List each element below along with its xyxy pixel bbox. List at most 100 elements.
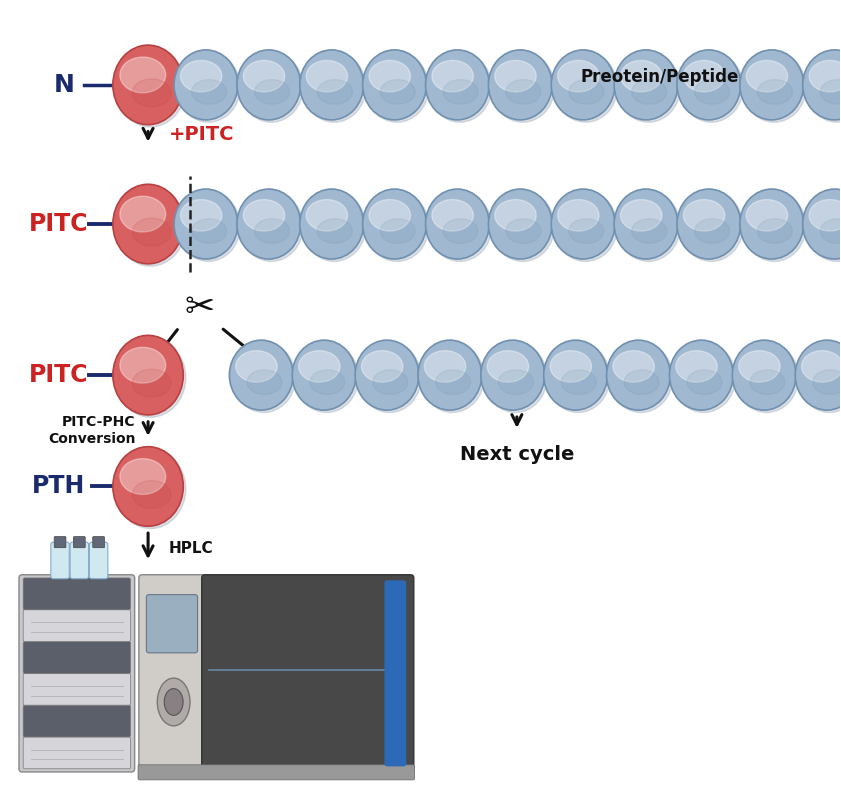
Ellipse shape: [302, 192, 366, 262]
Ellipse shape: [680, 53, 743, 122]
FancyBboxPatch shape: [139, 575, 209, 772]
Ellipse shape: [373, 370, 408, 394]
Ellipse shape: [758, 80, 792, 104]
Ellipse shape: [738, 350, 780, 382]
Ellipse shape: [809, 61, 841, 92]
Ellipse shape: [491, 53, 554, 122]
Ellipse shape: [695, 219, 729, 243]
Ellipse shape: [606, 340, 670, 410]
Ellipse shape: [491, 192, 554, 262]
Ellipse shape: [240, 192, 303, 262]
Ellipse shape: [624, 370, 659, 394]
Ellipse shape: [506, 80, 541, 104]
Ellipse shape: [613, 350, 654, 382]
Ellipse shape: [355, 340, 419, 410]
Ellipse shape: [362, 350, 403, 382]
Ellipse shape: [177, 53, 241, 122]
Ellipse shape: [192, 80, 226, 104]
Ellipse shape: [369, 200, 410, 231]
FancyBboxPatch shape: [89, 542, 108, 579]
Ellipse shape: [425, 350, 466, 382]
Ellipse shape: [561, 370, 596, 394]
Ellipse shape: [746, 61, 788, 92]
Text: ✂: ✂: [185, 290, 215, 325]
Ellipse shape: [157, 678, 190, 726]
Ellipse shape: [614, 50, 678, 120]
Ellipse shape: [302, 53, 366, 122]
Ellipse shape: [443, 219, 478, 243]
FancyBboxPatch shape: [73, 536, 85, 547]
Ellipse shape: [243, 61, 285, 92]
Ellipse shape: [632, 219, 667, 243]
FancyBboxPatch shape: [19, 575, 135, 772]
Ellipse shape: [553, 53, 617, 122]
Ellipse shape: [317, 80, 352, 104]
Ellipse shape: [740, 189, 803, 259]
Ellipse shape: [362, 189, 426, 259]
Ellipse shape: [132, 79, 171, 107]
Ellipse shape: [481, 340, 545, 410]
Ellipse shape: [132, 480, 171, 508]
Ellipse shape: [484, 342, 547, 413]
FancyBboxPatch shape: [54, 536, 66, 547]
Ellipse shape: [544, 340, 607, 410]
Ellipse shape: [489, 189, 552, 259]
Ellipse shape: [306, 200, 347, 231]
FancyBboxPatch shape: [50, 542, 69, 579]
Ellipse shape: [299, 50, 363, 120]
Ellipse shape: [418, 340, 482, 410]
Ellipse shape: [120, 347, 166, 383]
Ellipse shape: [432, 200, 473, 231]
Ellipse shape: [558, 200, 599, 231]
Ellipse shape: [436, 370, 471, 394]
Ellipse shape: [237, 50, 300, 120]
Ellipse shape: [551, 50, 615, 120]
Ellipse shape: [232, 342, 295, 413]
Ellipse shape: [672, 342, 736, 413]
Ellipse shape: [743, 192, 806, 262]
Ellipse shape: [616, 53, 680, 122]
Ellipse shape: [677, 189, 741, 259]
Text: PITC: PITC: [29, 212, 88, 236]
Ellipse shape: [677, 50, 741, 120]
Ellipse shape: [426, 50, 489, 120]
Ellipse shape: [733, 340, 796, 410]
FancyBboxPatch shape: [24, 610, 130, 642]
Ellipse shape: [132, 369, 171, 397]
Ellipse shape: [499, 370, 533, 394]
Ellipse shape: [113, 447, 183, 526]
Ellipse shape: [735, 342, 799, 413]
Ellipse shape: [255, 219, 289, 243]
Ellipse shape: [443, 80, 478, 104]
FancyBboxPatch shape: [24, 674, 130, 705]
Ellipse shape: [669, 340, 733, 410]
Ellipse shape: [120, 57, 166, 93]
FancyBboxPatch shape: [384, 580, 406, 766]
FancyBboxPatch shape: [24, 642, 130, 674]
Ellipse shape: [801, 350, 841, 382]
Ellipse shape: [820, 80, 841, 104]
Ellipse shape: [240, 53, 303, 122]
Ellipse shape: [805, 192, 841, 262]
FancyBboxPatch shape: [70, 542, 88, 579]
FancyBboxPatch shape: [24, 705, 130, 737]
Ellipse shape: [235, 350, 278, 382]
Text: HPLC: HPLC: [169, 540, 214, 555]
Ellipse shape: [621, 61, 662, 92]
Ellipse shape: [299, 189, 363, 259]
Ellipse shape: [632, 80, 667, 104]
Text: N: N: [54, 73, 75, 97]
Ellipse shape: [428, 192, 492, 262]
Ellipse shape: [676, 350, 717, 382]
Ellipse shape: [432, 61, 473, 92]
Ellipse shape: [558, 61, 599, 92]
Ellipse shape: [243, 200, 285, 231]
Ellipse shape: [230, 340, 294, 410]
Ellipse shape: [113, 184, 183, 264]
Ellipse shape: [380, 219, 415, 243]
Ellipse shape: [489, 50, 552, 120]
Ellipse shape: [120, 459, 166, 495]
Ellipse shape: [317, 219, 352, 243]
Ellipse shape: [113, 45, 183, 124]
Ellipse shape: [487, 350, 529, 382]
